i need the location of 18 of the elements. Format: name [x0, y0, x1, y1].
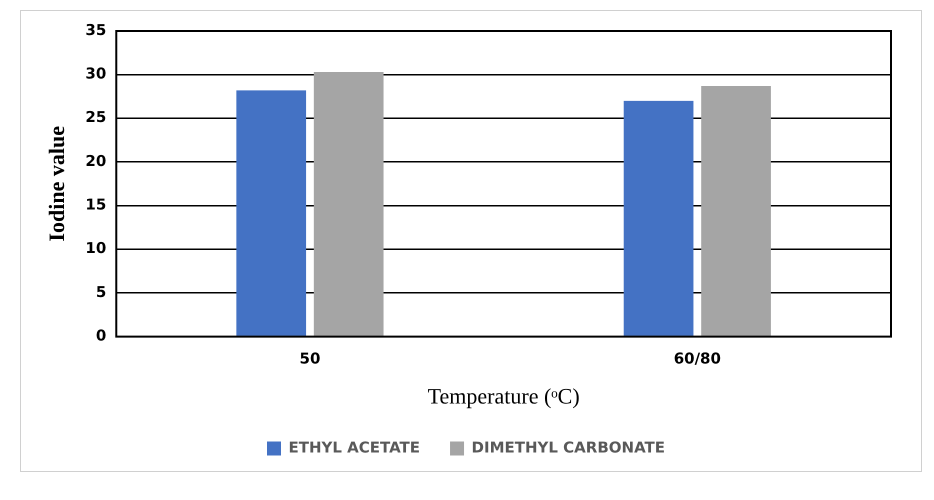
bar — [236, 90, 306, 336]
y-tick-label: 0 — [96, 326, 106, 344]
y-axis-title: Iodine value — [44, 126, 69, 242]
bar — [314, 72, 384, 336]
y-tick-label: 35 — [85, 20, 106, 39]
bar — [701, 86, 771, 336]
y-tick-label: 15 — [85, 196, 106, 214]
y-tick-label: 30 — [85, 64, 106, 83]
bar — [624, 100, 694, 336]
y-tick-label: 10 — [85, 239, 106, 258]
y-tick-label: 25 — [85, 108, 106, 126]
y-tick-label: 5 — [96, 282, 106, 301]
legend-label: DIMETHYL CARBONATE — [472, 438, 665, 456]
x-tick-label: 60/80 — [674, 349, 721, 368]
legend-label: ETHYL ACETATE — [288, 438, 420, 456]
x-tick-label: 50 — [300, 349, 320, 368]
y-tick-label: 20 — [85, 152, 106, 170]
x-axis-title: Temperature (ᵒC) — [428, 384, 580, 409]
